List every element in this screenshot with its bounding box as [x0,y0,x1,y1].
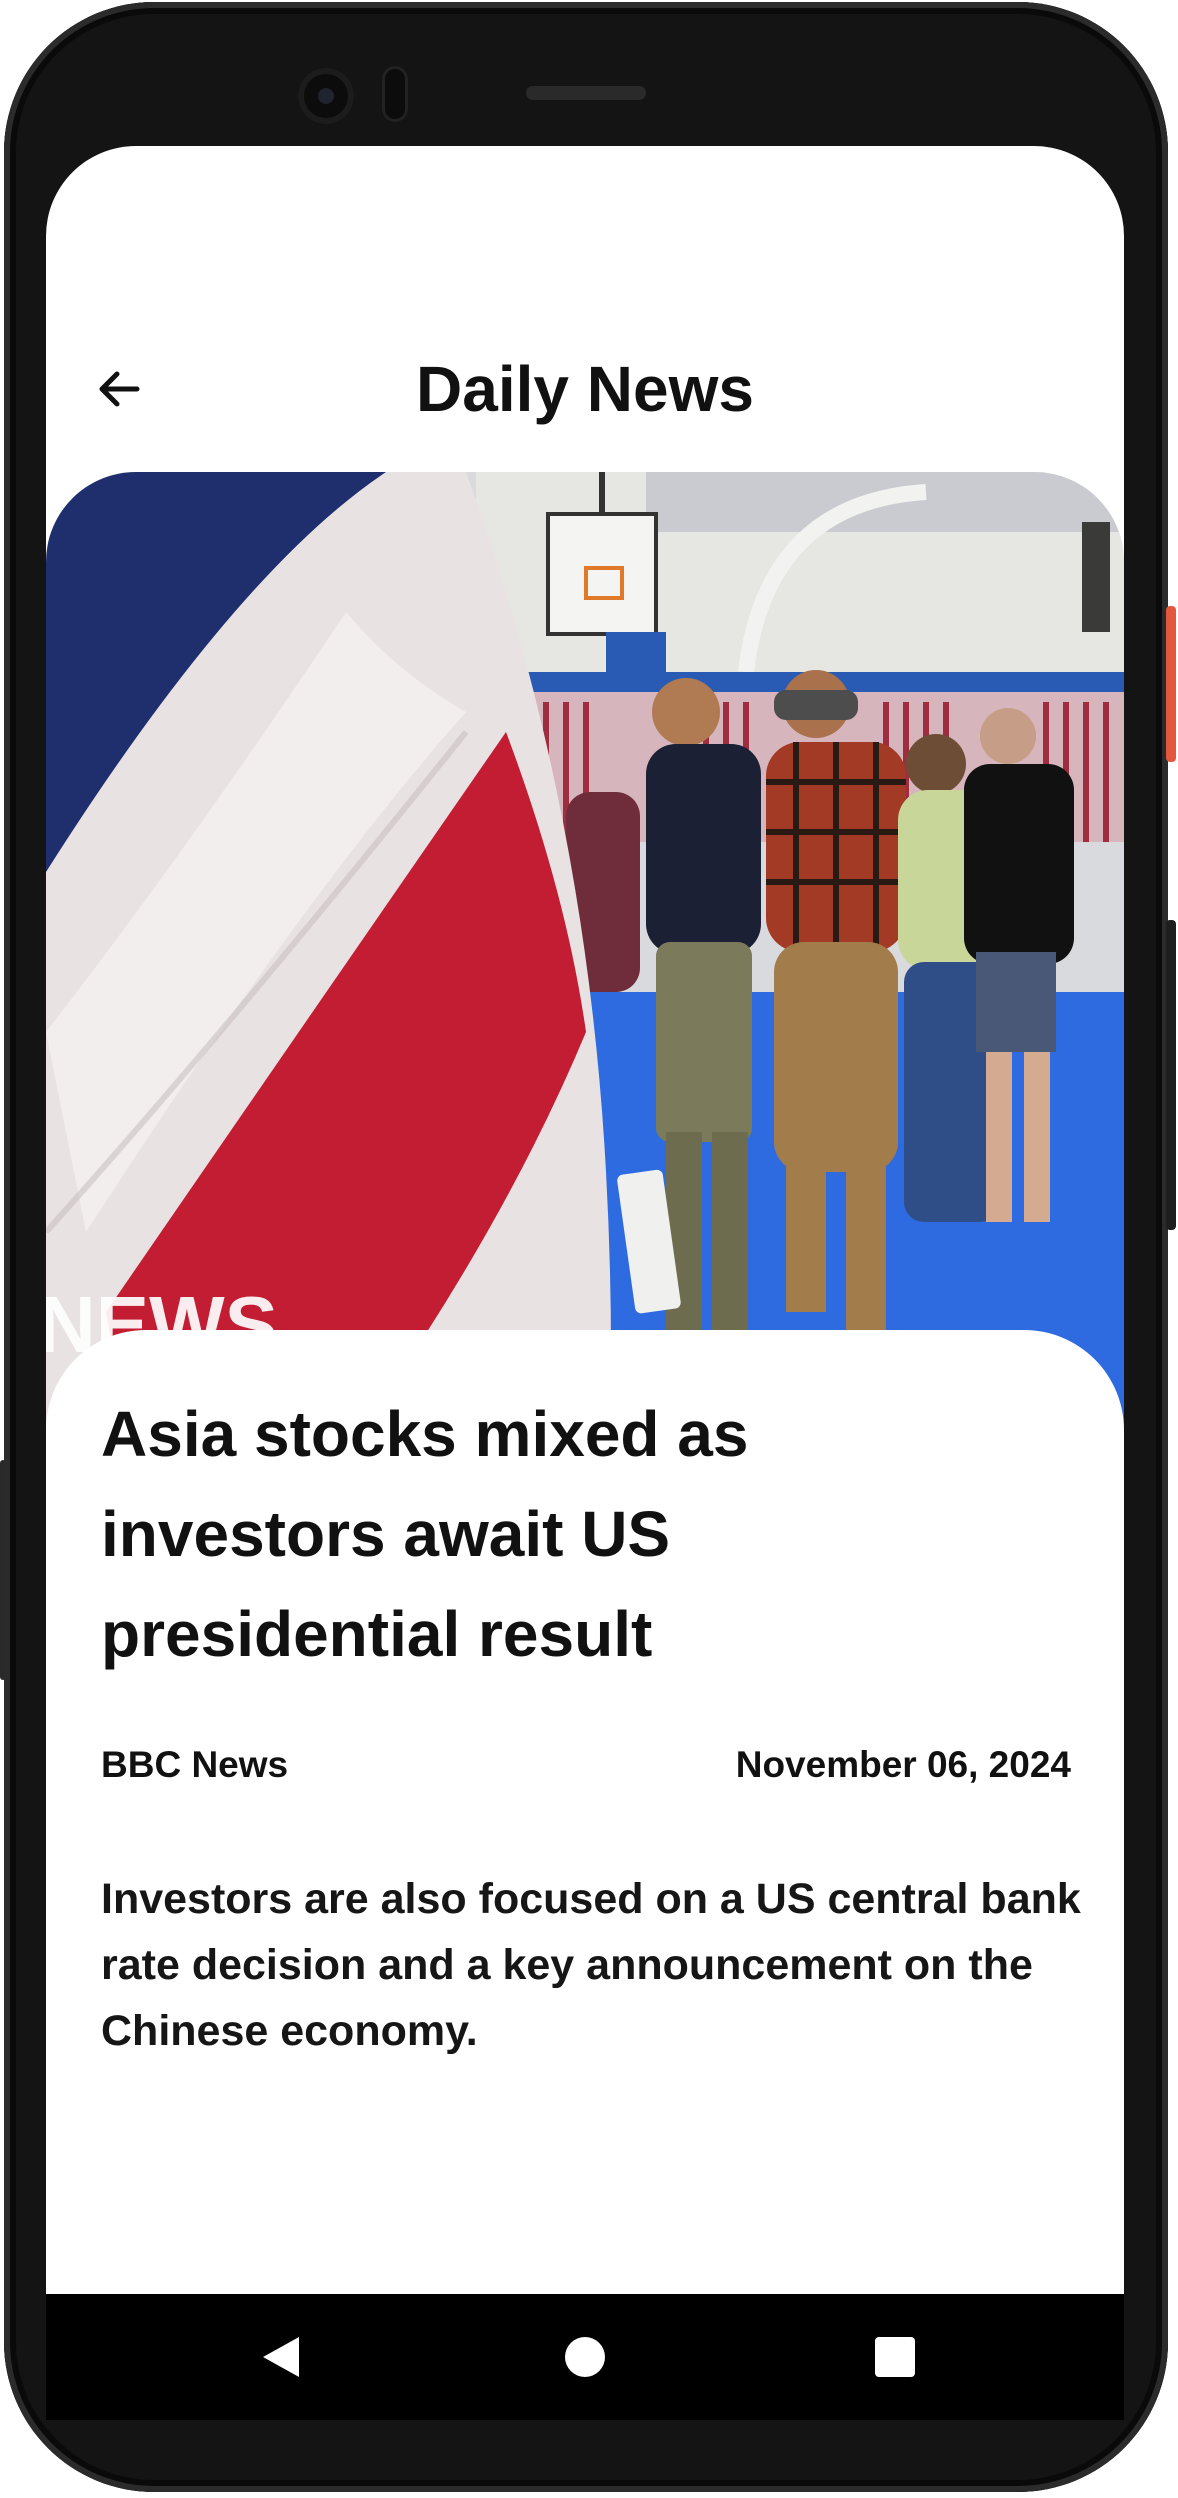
nav-home-circle-icon [565,2337,605,2377]
nav-back-triangle-icon [263,2337,299,2377]
arrow-left-icon [99,371,140,407]
article-source: BBC News [101,1744,289,1785]
article-summary: Investors are also focused on a US centr… [101,1875,1081,2055]
article-headline: Asia stocks mixed as investors await US … [101,1398,749,1670]
nav-home-button[interactable] [550,2322,620,2392]
article-meta: BBC News November 06, 2024 [101,1744,1071,1794]
volume-button [1166,920,1176,1230]
nav-recents-button[interactable] [860,2322,930,2392]
nav-back-button[interactable] [246,2322,316,2392]
nav-recents-square-icon [875,2337,915,2377]
side-frame-edge [0,1460,6,1680]
earpiece-speaker [526,86,646,100]
app-screen: Daily News [46,146,1124,2294]
proximity-sensor-icon [382,66,408,122]
page-title: Daily News [416,353,754,425]
app-bar: Daily News [46,316,1124,446]
power-button [1166,606,1176,762]
article-card: Asia stocks mixed as investors await US … [46,1330,1124,2294]
system-navigation-bar [46,2294,1124,2420]
back-button[interactable] [84,354,154,424]
article-date: November 06, 2024 [735,1744,1071,1785]
front-camera-icon [298,68,354,124]
